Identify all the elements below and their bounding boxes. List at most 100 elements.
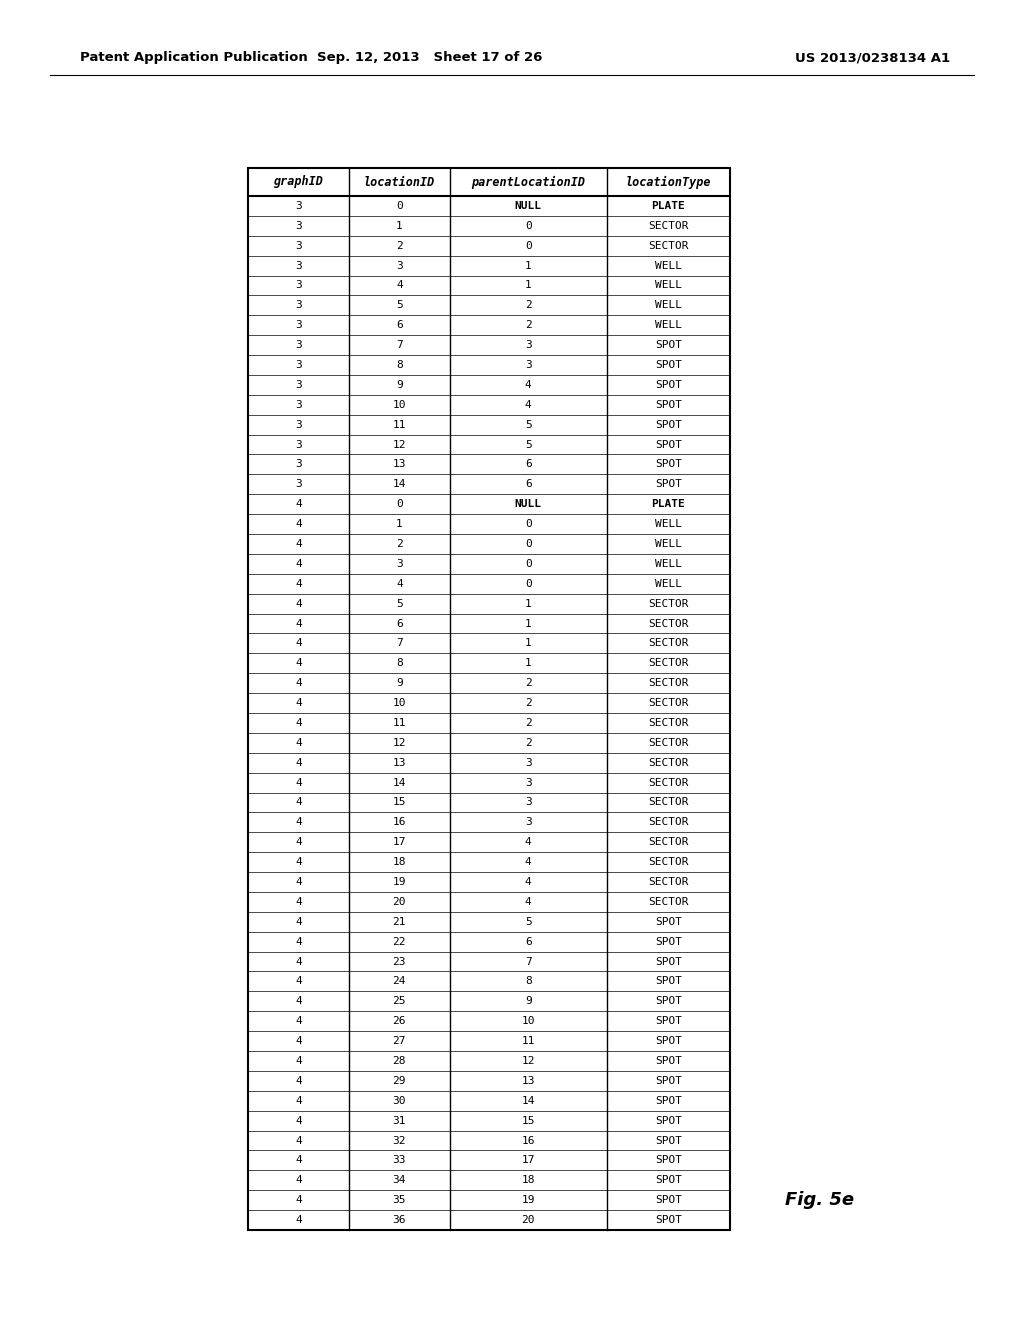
Text: 4: 4	[295, 837, 302, 847]
Text: 30: 30	[392, 1096, 407, 1106]
Text: 0: 0	[396, 499, 402, 510]
Text: 23: 23	[392, 957, 407, 966]
Text: 3: 3	[525, 777, 531, 788]
Text: SPOT: SPOT	[655, 1036, 682, 1045]
Text: SECTOR: SECTOR	[648, 758, 688, 768]
Text: SECTOR: SECTOR	[648, 817, 688, 828]
Text: 10: 10	[521, 1016, 535, 1026]
Text: SPOT: SPOT	[655, 400, 682, 409]
Text: SECTOR: SECTOR	[648, 698, 688, 708]
Text: 3: 3	[396, 558, 402, 569]
Text: 6: 6	[525, 479, 531, 490]
Text: 17: 17	[392, 837, 407, 847]
Text: 8: 8	[396, 659, 402, 668]
Text: 4: 4	[295, 1115, 302, 1126]
Text: 4: 4	[295, 937, 302, 946]
Text: locationID: locationID	[364, 176, 435, 189]
Text: 4: 4	[295, 917, 302, 927]
Text: SECTOR: SECTOR	[648, 599, 688, 609]
Text: 3: 3	[295, 301, 302, 310]
Text: 4: 4	[295, 896, 302, 907]
Text: 25: 25	[392, 997, 407, 1006]
Text: 2: 2	[525, 301, 531, 310]
Text: 7: 7	[396, 639, 402, 648]
Text: 9: 9	[396, 380, 402, 389]
Text: 28: 28	[392, 1056, 407, 1067]
Text: 10: 10	[392, 400, 407, 409]
Text: 0: 0	[525, 240, 531, 251]
Text: 0: 0	[525, 519, 531, 529]
Text: SPOT: SPOT	[655, 1195, 682, 1205]
Text: SPOT: SPOT	[655, 957, 682, 966]
Text: PLATE: PLATE	[651, 499, 685, 510]
Text: 1: 1	[525, 260, 531, 271]
Text: SECTOR: SECTOR	[648, 718, 688, 727]
Text: 19: 19	[392, 876, 407, 887]
Text: 4: 4	[295, 578, 302, 589]
Text: SECTOR: SECTOR	[648, 639, 688, 648]
Text: NULL: NULL	[515, 499, 542, 510]
Text: SPOT: SPOT	[655, 479, 682, 490]
Text: 4: 4	[295, 619, 302, 628]
Text: 3: 3	[295, 400, 302, 409]
Text: SECTOR: SECTOR	[648, 619, 688, 628]
Text: 17: 17	[521, 1155, 535, 1166]
Text: SPOT: SPOT	[655, 459, 682, 470]
Text: SECTOR: SECTOR	[648, 738, 688, 748]
Text: WELL: WELL	[655, 578, 682, 589]
Text: 2: 2	[396, 240, 402, 251]
Text: 4: 4	[295, 599, 302, 609]
Text: 6: 6	[525, 937, 531, 946]
Text: SPOT: SPOT	[655, 1016, 682, 1026]
Text: 4: 4	[295, 876, 302, 887]
Text: SPOT: SPOT	[655, 1056, 682, 1067]
Text: 14: 14	[392, 479, 407, 490]
Text: 6: 6	[396, 619, 402, 628]
Text: SPOT: SPOT	[655, 341, 682, 350]
Text: SECTOR: SECTOR	[648, 220, 688, 231]
Bar	[248, 168, 730, 1230]
Text: 2: 2	[525, 738, 531, 748]
Text: 27: 27	[392, 1036, 407, 1045]
Text: 16: 16	[521, 1135, 535, 1146]
Text: 18: 18	[521, 1175, 535, 1185]
Text: 1: 1	[525, 280, 531, 290]
Text: SECTOR: SECTOR	[648, 857, 688, 867]
Text: 10: 10	[392, 698, 407, 708]
Text: 4: 4	[295, 777, 302, 788]
Text: 1: 1	[396, 220, 402, 231]
Text: 4: 4	[295, 738, 302, 748]
Text: SECTOR: SECTOR	[648, 797, 688, 808]
Text: 32: 32	[392, 1135, 407, 1146]
Text: PLATE: PLATE	[651, 201, 685, 211]
Text: SPOT: SPOT	[655, 1175, 682, 1185]
Text: 13: 13	[392, 758, 407, 768]
Text: 9: 9	[525, 997, 531, 1006]
Text: 12: 12	[392, 738, 407, 748]
Text: 8: 8	[525, 977, 531, 986]
Text: 3: 3	[295, 459, 302, 470]
Text: Sep. 12, 2013   Sheet 17 of 26: Sep. 12, 2013 Sheet 17 of 26	[317, 51, 543, 65]
Text: 26: 26	[392, 1016, 407, 1026]
Text: 3: 3	[295, 280, 302, 290]
Text: 5: 5	[396, 301, 402, 310]
Text: 4: 4	[295, 499, 302, 510]
Text: 0: 0	[525, 578, 531, 589]
Text: SPOT: SPOT	[655, 997, 682, 1006]
Text: 4: 4	[295, 519, 302, 529]
Text: 13: 13	[521, 1076, 535, 1086]
Text: 3: 3	[295, 380, 302, 389]
Text: 4: 4	[525, 876, 531, 887]
Text: SPOT: SPOT	[655, 1115, 682, 1126]
Text: 36: 36	[392, 1214, 407, 1225]
Text: 5: 5	[525, 440, 531, 450]
Text: 3: 3	[295, 321, 302, 330]
Text: 13: 13	[392, 459, 407, 470]
Text: 4: 4	[295, 997, 302, 1006]
Text: 19: 19	[521, 1195, 535, 1205]
Text: 4: 4	[525, 837, 531, 847]
Text: SPOT: SPOT	[655, 1214, 682, 1225]
Text: SECTOR: SECTOR	[648, 896, 688, 907]
Text: SPOT: SPOT	[655, 1096, 682, 1106]
Text: 18: 18	[392, 857, 407, 867]
